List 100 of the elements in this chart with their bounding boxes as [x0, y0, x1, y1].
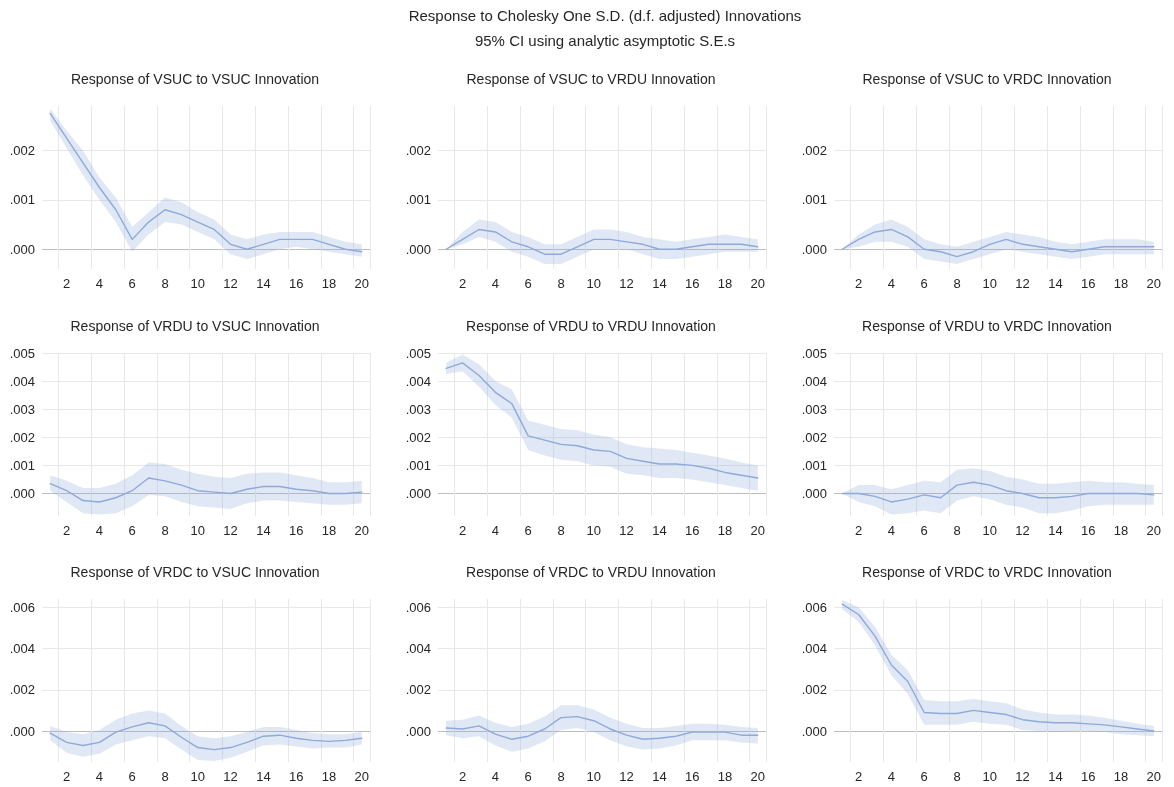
x-tick-label: 10: [982, 522, 998, 538]
x-tick-label: 14: [256, 276, 271, 291]
x-tick-label: 18: [321, 276, 337, 291]
y-tick-label: .001: [9, 457, 35, 473]
x-tick-label: 16: [684, 769, 700, 784]
x-tick-label: 6: [128, 522, 136, 538]
x-tick-label: 8: [161, 769, 169, 784]
x-tick-label: 20: [1146, 276, 1162, 291]
x-tick-label: 20: [354, 522, 370, 538]
x-tick-label: 14: [652, 276, 667, 291]
x-tick-label: 12: [619, 522, 634, 538]
x-tick-label: 2: [854, 276, 863, 291]
x-tick-label: 2: [458, 769, 467, 784]
x-tick-label: 12: [619, 769, 634, 784]
y-tick-label: .005: [9, 345, 35, 360]
x-tick-label: 16: [288, 522, 304, 538]
x-tick-label: 4: [95, 276, 104, 291]
x-tick-label: 14: [256, 769, 271, 784]
chart-title: Response of VRDC to VRDC Innovation: [862, 564, 1112, 580]
x-tick-label: 4: [491, 276, 500, 291]
y-tick-label: .001: [801, 192, 827, 208]
y-tick-label: .002: [9, 142, 35, 158]
x-tick-label: 6: [128, 276, 136, 291]
x-tick-label: 6: [920, 522, 928, 538]
x-tick-label: 10: [586, 276, 602, 291]
x-tick-label: 2: [854, 769, 863, 784]
x-tick-label: 6: [920, 769, 928, 784]
y-tick-label: .000: [9, 723, 35, 739]
x-tick-label: 20: [1146, 522, 1162, 538]
x-tick-label: 8: [161, 276, 169, 291]
y-tick-label: .000: [405, 241, 431, 257]
x-tick-label: 8: [953, 276, 961, 291]
y-tick-label: .002: [405, 429, 431, 445]
x-tick-label: 10: [190, 276, 206, 291]
x-tick-label: 16: [288, 769, 304, 784]
x-tick-label: 20: [750, 769, 766, 784]
x-tick-label: 4: [491, 769, 500, 784]
x-tick-label: 12: [223, 276, 238, 291]
x-tick-label: 6: [128, 769, 136, 784]
x-tick-label: 2: [458, 522, 467, 538]
x-tick-label: 16: [288, 276, 304, 291]
x-tick-label: 14: [1048, 276, 1063, 291]
x-tick-label: 18: [717, 522, 733, 538]
x-tick-label: 6: [524, 522, 532, 538]
x-tick-label: 8: [953, 769, 961, 784]
x-tick-label: 14: [652, 769, 667, 784]
chart-title: Response of VSUC to VSUC Innovation: [70, 71, 320, 87]
x-tick-label: 4: [887, 522, 896, 538]
x-tick-label: 12: [1015, 276, 1030, 291]
x-tick-label: 20: [750, 522, 766, 538]
y-tick-label: .002: [801, 429, 827, 445]
y-tick-label: .002: [9, 682, 35, 698]
x-tick-label: 8: [557, 276, 565, 291]
y-tick-label: .002: [801, 142, 827, 158]
line-series: [841, 481, 1155, 503]
y-tick-label: .004: [9, 641, 35, 657]
x-tick-label: 20: [354, 769, 370, 784]
x-tick-label: 2: [62, 522, 71, 538]
y-tick-label: .002: [405, 682, 431, 698]
x-tick-label: 4: [887, 769, 896, 784]
x-tick-label: 4: [95, 522, 104, 538]
x-tick-label: 18: [1113, 522, 1129, 538]
x-tick-label: 14: [652, 522, 667, 538]
y-tick-label: .003: [801, 401, 827, 417]
x-tick-label: 10: [586, 522, 602, 538]
y-tick-label: .003: [405, 401, 431, 417]
x-tick-label: 10: [190, 522, 206, 538]
x-tick-label: 6: [524, 276, 532, 291]
x-tick-label: 16: [1080, 276, 1096, 291]
line-series: [841, 228, 1155, 258]
x-tick-label: 18: [1113, 769, 1129, 784]
y-tick-label: .003: [9, 401, 35, 417]
x-tick-label: 14: [256, 522, 271, 538]
y-tick-label: .006: [405, 599, 431, 615]
y-tick-label: .001: [9, 192, 35, 208]
x-tick-label: 10: [982, 276, 998, 291]
y-tick-label: .000: [405, 723, 431, 739]
x-tick-label: 12: [619, 276, 634, 291]
y-tick-label: .000: [801, 723, 827, 739]
x-tick-label: 2: [854, 522, 863, 538]
text: Response to Cholesky One S.D. (d.f. adjusted) Innovations: [407, 6, 803, 26]
chart-title: Response of VRDU to VSUC Innovation: [70, 317, 320, 334]
x-tick-label: 4: [887, 276, 896, 291]
chart-title: Response of VSUC to VRDU Innovation: [466, 71, 716, 87]
x-tick-label: 2: [62, 276, 71, 291]
y-tick-label: .006: [801, 599, 827, 615]
x-tick-label: 14: [1048, 522, 1063, 538]
chart-title: Response of VRDU to VRDU Innovation: [466, 317, 716, 334]
y-tick-label: .000: [801, 241, 827, 257]
y-tick-label: .004: [801, 373, 827, 389]
x-tick-label: 4: [95, 769, 104, 784]
y-tick-label: .001: [405, 192, 431, 208]
x-tick-label: 8: [557, 769, 565, 784]
y-tick-label: .000: [801, 485, 827, 501]
y-tick-label: .004: [9, 373, 35, 389]
x-tick-label: 6: [524, 769, 532, 784]
y-tick-label: .004: [405, 373, 431, 389]
line-series: [445, 228, 759, 255]
line-series: [445, 715, 759, 740]
y-tick-label: .002: [405, 142, 431, 158]
